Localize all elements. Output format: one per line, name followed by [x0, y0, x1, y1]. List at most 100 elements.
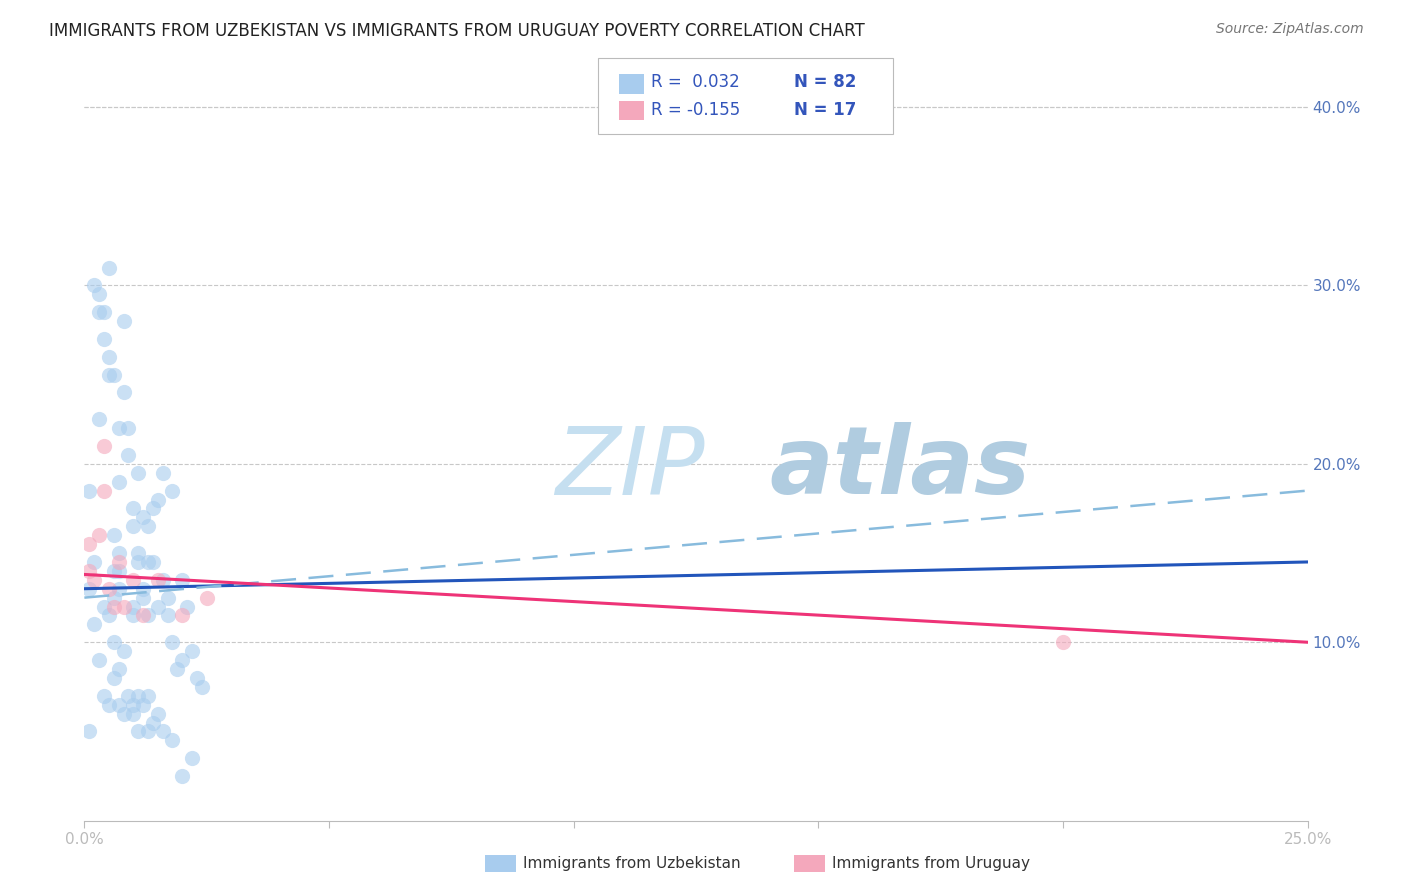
Point [127, 546, 149, 560]
Point [172, 573, 194, 587]
Point [122, 608, 145, 623]
Point [103, 564, 125, 578]
Point [122, 706, 145, 721]
Point [156, 591, 179, 605]
Point [93, 439, 115, 453]
Text: Source: ZipAtlas.com: Source: ZipAtlas.com [1216, 22, 1364, 37]
Point [127, 724, 149, 739]
Point [87, 305, 110, 319]
Point [132, 698, 155, 712]
Point [142, 715, 165, 730]
Point [146, 492, 169, 507]
Point [93, 332, 115, 346]
Point [152, 466, 174, 480]
Point [97, 698, 120, 712]
Point [195, 591, 218, 605]
Point [162, 733, 184, 747]
Point [97, 608, 120, 623]
Point [107, 421, 129, 435]
Point [136, 724, 159, 739]
Point [122, 698, 145, 712]
Point [136, 689, 159, 703]
Point [186, 671, 208, 685]
Text: ZIP: ZIP [555, 423, 704, 514]
Point [97, 368, 120, 382]
Point [112, 599, 135, 614]
Point [162, 483, 184, 498]
Point [103, 599, 125, 614]
Point [107, 475, 129, 489]
Point [132, 510, 155, 524]
Point [93, 483, 115, 498]
Text: Immigrants from Uruguay: Immigrants from Uruguay [832, 856, 1031, 871]
Point [87, 412, 110, 426]
Point [77, 537, 100, 551]
Point [112, 314, 135, 328]
Text: R = -0.155: R = -0.155 [651, 101, 740, 119]
Point [156, 608, 179, 623]
Point [83, 555, 105, 569]
Point [117, 448, 139, 462]
Point [112, 385, 135, 400]
Point [107, 662, 129, 676]
Point [77, 564, 100, 578]
Point [191, 680, 214, 694]
Point [117, 689, 139, 703]
Point [93, 599, 115, 614]
Point [136, 519, 159, 533]
Point [112, 706, 135, 721]
Point [107, 546, 129, 560]
Point [162, 635, 184, 649]
Point [172, 608, 194, 623]
Point [181, 751, 204, 765]
Point [122, 501, 145, 516]
Point [83, 617, 105, 632]
Point [103, 591, 125, 605]
Point [166, 662, 188, 676]
Point [112, 644, 135, 658]
Point [87, 528, 110, 542]
Point [181, 644, 204, 658]
Point [176, 599, 198, 614]
Point [132, 608, 155, 623]
Point [97, 350, 120, 364]
Point [93, 689, 115, 703]
Point [77, 483, 100, 498]
Point [77, 724, 100, 739]
Point [136, 608, 159, 623]
Point [107, 555, 129, 569]
Point [136, 555, 159, 569]
Point [142, 501, 165, 516]
Point [122, 573, 145, 587]
Point [122, 519, 145, 533]
Point [87, 653, 110, 667]
Point [132, 591, 155, 605]
Text: Immigrants from Uzbekistan: Immigrants from Uzbekistan [523, 856, 741, 871]
Point [107, 582, 129, 596]
Point [107, 564, 129, 578]
Point [103, 528, 125, 542]
Point [146, 573, 169, 587]
Point [103, 635, 125, 649]
Point [83, 573, 105, 587]
Point [97, 260, 120, 275]
Point [122, 599, 145, 614]
Text: N = 82: N = 82 [794, 73, 856, 91]
Point [127, 555, 149, 569]
Point [142, 555, 165, 569]
Point [93, 305, 115, 319]
Point [127, 466, 149, 480]
Point [97, 582, 120, 596]
Text: N = 17: N = 17 [794, 101, 856, 119]
Point [127, 689, 149, 703]
Point [146, 599, 169, 614]
Point [103, 368, 125, 382]
Point [107, 698, 129, 712]
Text: R =  0.032: R = 0.032 [651, 73, 740, 91]
Point [77, 582, 100, 596]
Point [1052, 635, 1074, 649]
Point [103, 671, 125, 685]
Point [146, 706, 169, 721]
Point [83, 278, 105, 293]
Text: IMMIGRANTS FROM UZBEKISTAN VS IMMIGRANTS FROM URUGUAY POVERTY CORRELATION CHART: IMMIGRANTS FROM UZBEKISTAN VS IMMIGRANTS… [49, 22, 865, 40]
